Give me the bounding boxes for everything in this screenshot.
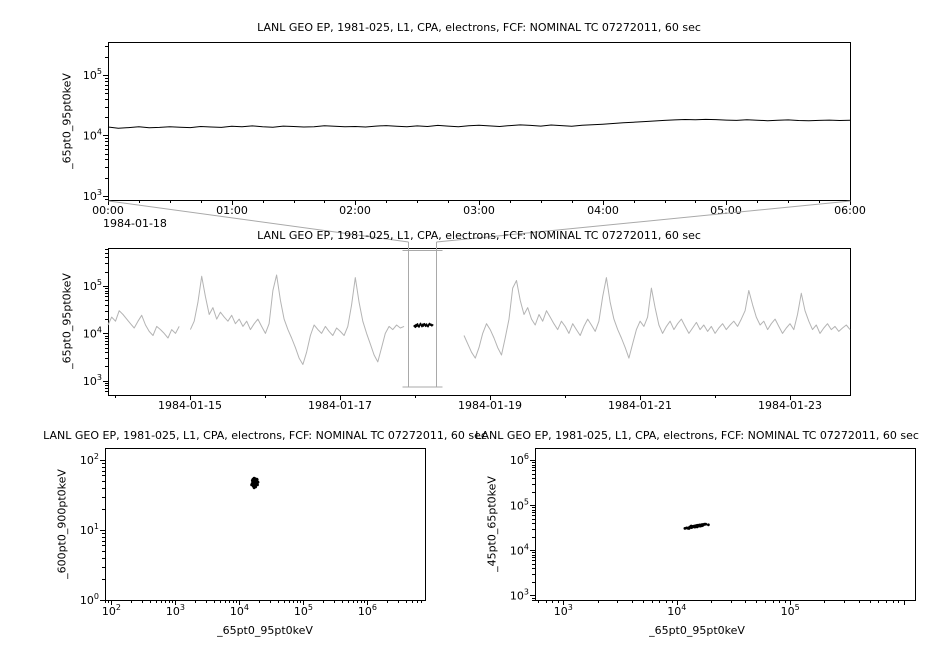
scatter-left-xlabel: _65pt0_95pt0keV xyxy=(217,624,313,637)
overview-selection[interactable] xyxy=(108,200,851,388)
svg-text:104: 104 xyxy=(230,603,249,618)
svg-text:106: 106 xyxy=(358,603,377,618)
scatter-45-65-point xyxy=(687,527,691,530)
svg-text:103: 103 xyxy=(554,603,573,618)
svg-text:104: 104 xyxy=(83,127,102,142)
svg-text:1984-01-23: 1984-01-23 xyxy=(758,399,822,412)
scatter-45-65-point xyxy=(683,527,687,530)
scatter-600-900-axes: 102 103 104 105 106 100 101 102 xyxy=(80,452,422,618)
svg-text:1984-01-18: 1984-01-18 xyxy=(103,217,167,230)
scatter-600-900-point xyxy=(254,483,258,487)
scatter-45-65-point xyxy=(704,522,708,526)
scatter-45-65-point xyxy=(698,524,702,528)
context-timeseries-series-context-before-gap xyxy=(107,310,180,339)
scatter-600-900-point xyxy=(251,484,255,487)
context-timeseries-series-context-before-selection xyxy=(189,274,405,365)
zoom-connector-right xyxy=(436,200,851,243)
scatter-45-65-point xyxy=(691,525,695,528)
detail-timeseries-frame[interactable] xyxy=(108,42,851,201)
context-timeseries-series-selected-interval xyxy=(413,322,434,329)
plot-context-ylabel: _65pt0_95pt0keV xyxy=(60,273,74,369)
svg-text:102: 102 xyxy=(80,452,99,467)
svg-text:05:00: 05:00 xyxy=(710,204,742,217)
scatter-600-900-point xyxy=(252,479,256,483)
scatter-right-xlabel: _65pt0_95pt0keV xyxy=(649,624,745,637)
detail-timeseries-axes: 00:00 01:00 02:00 03:00 04:00 05:00 06:00 1984-… xyxy=(83,46,866,230)
scatter-600-900-point xyxy=(255,480,259,484)
svg-text:105: 105 xyxy=(510,497,529,512)
svg-text:101: 101 xyxy=(80,522,99,537)
zoom-connector-left xyxy=(108,200,409,243)
svg-text:103: 103 xyxy=(510,587,529,602)
svg-text:104: 104 xyxy=(510,542,529,557)
svg-text:1984-01-19: 1984-01-19 xyxy=(458,399,522,412)
scatter-45-65-point xyxy=(696,524,700,528)
svg-text:02:00: 02:00 xyxy=(339,204,371,217)
svg-text:105: 105 xyxy=(294,603,313,618)
context-timeseries-series-context-after-selection xyxy=(463,277,851,359)
plot-detail-timeseries[interactable]: 00:00 01:00 02:00 03:00 04:00 05:00 06:00 1984-… xyxy=(83,42,866,231)
plot-scatter-600-900[interactable]: 102 103 104 105 106 100 101 102 xyxy=(80,448,426,619)
plot-detail-title: LANL GEO EP, 1981-025, L1, CPA, electron… xyxy=(257,21,701,34)
svg-text:105: 105 xyxy=(781,603,800,618)
svg-text:105: 105 xyxy=(83,278,102,293)
scatter-45-65-frame[interactable] xyxy=(535,448,916,601)
scatter-right-title: LANL GEO EP, 1981-025, L1, CPA, electron… xyxy=(475,429,919,442)
plot-context-timeseries[interactable]: 1984-01-15 1984-01-17 1984-01-19 1984-01-21… xyxy=(83,248,851,413)
plot-context-title: LANL GEO EP, 1981-025, L1, CPA, electron… xyxy=(257,229,701,242)
svg-text:104: 104 xyxy=(83,325,102,340)
scatter-600-900-frame[interactable] xyxy=(105,448,426,601)
svg-text:04:00: 04:00 xyxy=(587,204,619,217)
svg-text:100: 100 xyxy=(80,592,99,607)
svg-text:1984-01-17: 1984-01-17 xyxy=(308,399,372,412)
svg-text:103: 103 xyxy=(166,603,185,618)
detail-timeseries-series-_65pt0_95pt0keV xyxy=(107,118,851,129)
scatter-left-ylabel: _600pt0_900pt0keV xyxy=(55,469,69,579)
svg-text:105: 105 xyxy=(83,67,102,82)
svg-text:1984-01-15: 1984-01-15 xyxy=(158,399,222,412)
scatter-right-ylabel: _45pt0_65pt0keV xyxy=(485,476,499,572)
svg-text:06:00: 06:00 xyxy=(834,204,866,217)
svg-text:103: 103 xyxy=(83,373,102,388)
scatter-45-65-axes: 103 104 105 103 104 105 106 xyxy=(510,452,905,618)
scatter-left-title: LANL GEO EP, 1981-025, L1, CPA, electron… xyxy=(43,429,487,442)
svg-text:1984-01-21: 1984-01-21 xyxy=(608,399,672,412)
plot-scatter-45-65[interactable]: 103 104 105 103 104 105 106 xyxy=(510,448,916,619)
context-timeseries-frame[interactable] xyxy=(108,248,851,396)
svg-text:106: 106 xyxy=(510,452,529,467)
scatter-600-900-point xyxy=(254,485,257,489)
svg-text:00:00: 00:00 xyxy=(92,204,124,217)
svg-text:104: 104 xyxy=(667,603,686,618)
svg-text:102: 102 xyxy=(102,603,121,618)
plot-detail-ylabel: _65pt0_95pt0keV xyxy=(60,73,74,169)
context-timeseries-axes: 1984-01-15 1984-01-17 1984-01-19 1984-01-21… xyxy=(83,249,822,412)
scatter-600-900-point xyxy=(250,482,254,485)
scatter-45-65-point xyxy=(707,523,710,527)
svg-text:103: 103 xyxy=(83,188,102,203)
svg-text:01:00: 01:00 xyxy=(216,204,248,217)
svg-text:03:00: 03:00 xyxy=(463,204,495,217)
